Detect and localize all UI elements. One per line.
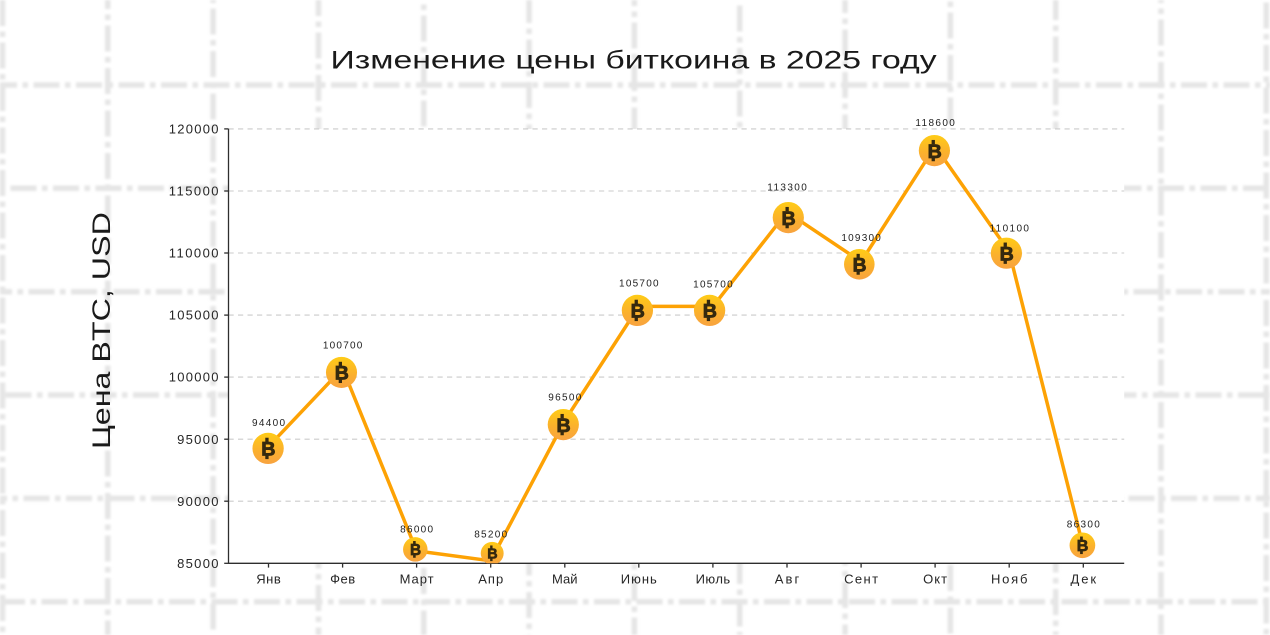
svg-text:Авг: Авг bbox=[775, 572, 800, 587]
svg-text:Апр: Апр bbox=[478, 572, 503, 587]
svg-text:120000: 120000 bbox=[169, 122, 219, 137]
svg-text:95000: 95000 bbox=[177, 432, 218, 447]
svg-text:105700: 105700 bbox=[619, 279, 659, 290]
svg-text:Янв: Янв bbox=[256, 572, 281, 587]
svg-text:B: B bbox=[261, 439, 275, 461]
svg-text:85200: 85200 bbox=[474, 530, 507, 541]
svg-text:B: B bbox=[335, 363, 349, 385]
svg-text:110100: 110100 bbox=[989, 224, 1029, 235]
svg-text:90000: 90000 bbox=[177, 494, 218, 509]
svg-text:B: B bbox=[410, 542, 421, 559]
svg-text:105000: 105000 bbox=[169, 308, 219, 323]
svg-text:B: B bbox=[928, 141, 942, 163]
svg-text:96500: 96500 bbox=[548, 392, 581, 403]
svg-text:94400: 94400 bbox=[252, 418, 285, 429]
svg-text:Дек: Дек bbox=[1071, 572, 1097, 587]
svg-text:100000: 100000 bbox=[169, 370, 219, 385]
svg-text:Май: Май bbox=[552, 572, 578, 587]
svg-text:B: B bbox=[1077, 537, 1089, 555]
svg-text:B: B bbox=[853, 255, 867, 276]
svg-text:85000: 85000 bbox=[177, 556, 218, 571]
svg-text:Март: Март bbox=[400, 572, 434, 587]
svg-text:B: B bbox=[782, 208, 796, 230]
svg-text:115000: 115000 bbox=[169, 184, 219, 199]
svg-text:B: B bbox=[557, 415, 571, 437]
svg-text:110000: 110000 bbox=[169, 246, 219, 261]
svg-text:B: B bbox=[703, 301, 717, 323]
svg-text:86000: 86000 bbox=[400, 524, 433, 535]
svg-text:Цена BTC, USD: Цена BTC, USD bbox=[89, 212, 117, 449]
svg-text:118600: 118600 bbox=[915, 118, 955, 129]
svg-text:B: B bbox=[1000, 243, 1014, 265]
svg-text:Июль: Июль bbox=[696, 572, 731, 587]
svg-text:113300: 113300 bbox=[767, 182, 807, 193]
svg-text:Нояб: Нояб bbox=[991, 572, 1027, 587]
svg-text:86300: 86300 bbox=[1067, 519, 1100, 530]
svg-text:Фев: Фев bbox=[330, 572, 355, 587]
svg-text:Окт: Окт bbox=[923, 572, 947, 587]
svg-text:100700: 100700 bbox=[323, 341, 363, 352]
svg-text:109300: 109300 bbox=[841, 233, 881, 244]
svg-text:105700: 105700 bbox=[693, 279, 733, 290]
svg-text:Июнь: Июнь bbox=[621, 572, 657, 587]
svg-text:Изменение цены биткоина в 2025: Изменение цены биткоина в 2025 году bbox=[331, 47, 937, 75]
svg-text:B: B bbox=[631, 301, 645, 323]
svg-text:Сент: Сент bbox=[844, 572, 878, 587]
svg-text:B: B bbox=[487, 547, 497, 563]
